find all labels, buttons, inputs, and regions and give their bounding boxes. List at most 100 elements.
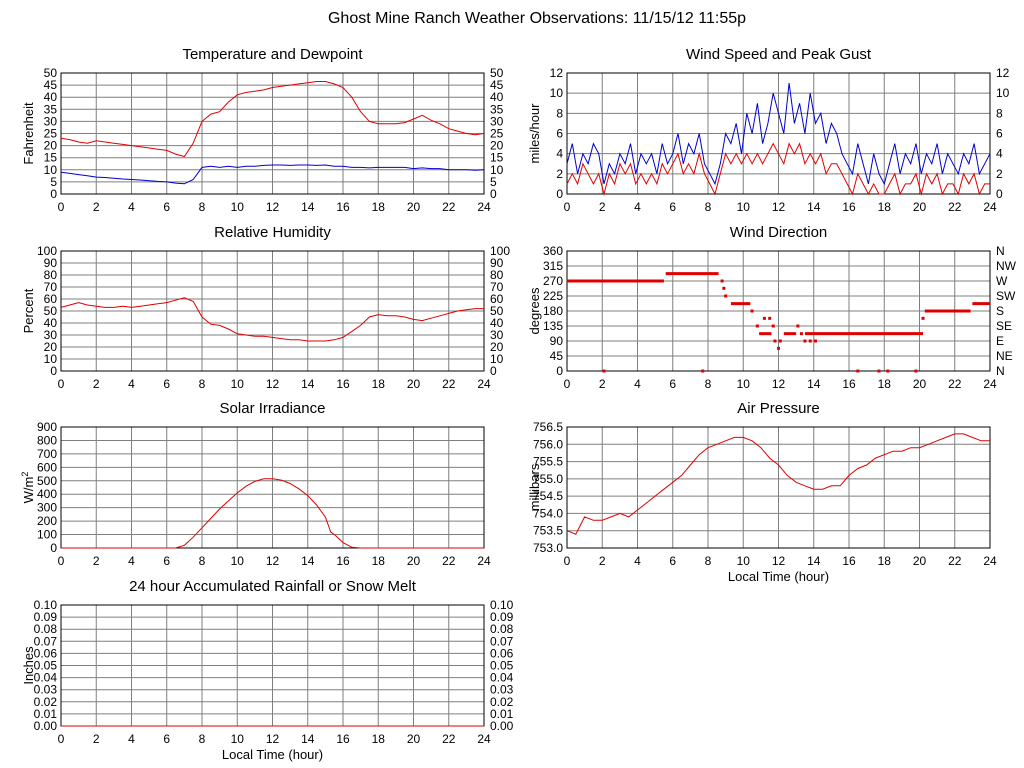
humidity-ytick: 20 bbox=[44, 340, 58, 354]
wind-direction-point bbox=[914, 369, 918, 373]
temperature-ytick: 50 bbox=[44, 66, 58, 80]
temperature-xtick: 18 bbox=[372, 200, 386, 214]
wind-speed-ytick: 8 bbox=[556, 106, 563, 120]
wind-direction-ytick: 135 bbox=[543, 319, 563, 333]
temperature-series-blue bbox=[60, 164, 485, 185]
pressure-ytick: 754.0 bbox=[533, 506, 563, 520]
rainfall-right-tick: 0.10 bbox=[490, 598, 514, 612]
temperature-ytick: 0 bbox=[50, 187, 57, 201]
rainfall-right-tick: 0.08 bbox=[490, 622, 514, 636]
wind-speed-xtick: 22 bbox=[948, 200, 962, 214]
pressure-ylabel: millibars bbox=[527, 463, 542, 511]
wind-direction-right-tick: W bbox=[996, 274, 1008, 288]
wind-speed-right-tick: 2 bbox=[996, 167, 1003, 181]
humidity-series-red bbox=[60, 297, 484, 342]
rainfall-title: 24 hour Accumulated Rainfall or Snow Mel… bbox=[129, 578, 417, 595]
wind-direction-point bbox=[762, 316, 766, 320]
wind-direction-point bbox=[773, 339, 777, 343]
pressure-ytick: 756.5 bbox=[533, 420, 563, 434]
humidity-ytick: 30 bbox=[44, 328, 58, 342]
wind-direction-xtick: 10 bbox=[737, 377, 751, 391]
humidity-xtick: 0 bbox=[58, 377, 65, 391]
wind-speed-xtick: 0 bbox=[564, 200, 571, 214]
solar-ytick: 200 bbox=[37, 514, 57, 528]
temperature-xtick: 22 bbox=[442, 200, 456, 214]
rainfall-ytick: 0.03 bbox=[34, 683, 58, 697]
wind-speed-ytick: 12 bbox=[550, 66, 564, 80]
humidity-xtick: 16 bbox=[336, 377, 350, 391]
temperature-ytick: 5 bbox=[50, 175, 57, 189]
wind-direction-xtick: 16 bbox=[842, 377, 856, 391]
temperature-series-red bbox=[60, 81, 485, 158]
rainfall-chart: 24 hour Accumulated Rainfall or Snow Mel… bbox=[21, 578, 514, 762]
solar-frame bbox=[60, 426, 485, 549]
humidity-xtick: 12 bbox=[266, 377, 280, 391]
wind-direction-xtick: 8 bbox=[705, 377, 712, 391]
rainfall-right-tick: 0.02 bbox=[490, 695, 514, 709]
humidity-xtick: 20 bbox=[407, 377, 421, 391]
humidity-right-tick: 60 bbox=[490, 292, 504, 306]
temperature-ytick: 35 bbox=[44, 102, 58, 116]
solar-title: Solar Irradiance bbox=[220, 400, 326, 417]
humidity-right-tick: 40 bbox=[490, 316, 504, 330]
wind-speed-ytick: 6 bbox=[556, 127, 563, 141]
temperature-right-tick: 30 bbox=[490, 114, 504, 128]
rainfall-xlabel: Local Time (hour) bbox=[222, 747, 323, 762]
humidity-ytick: 0 bbox=[50, 364, 57, 378]
rainfall-ylabel: Inches bbox=[21, 646, 36, 685]
wind-direction-xtick: 24 bbox=[983, 377, 997, 391]
wind-speed-series-blue bbox=[566, 83, 991, 186]
wind-speed-ytick: 0 bbox=[556, 187, 563, 201]
temperature-right-tick: 15 bbox=[490, 151, 504, 165]
humidity-right-tick: 10 bbox=[490, 352, 504, 366]
rainfall-ytick: 0.07 bbox=[34, 634, 58, 648]
wind-direction-ytick: 360 bbox=[543, 244, 563, 258]
solar-ytick: 900 bbox=[37, 420, 57, 434]
humidity-ytick: 60 bbox=[44, 292, 58, 306]
wind-speed-ylabel: miles/hour bbox=[527, 103, 542, 164]
pressure-xtick: 8 bbox=[705, 554, 712, 568]
wind-speed-xtick: 10 bbox=[737, 200, 751, 214]
temperature-right-tick: 10 bbox=[490, 163, 504, 177]
temperature-xtick: 24 bbox=[477, 200, 491, 214]
pressure-xtick: 16 bbox=[842, 554, 856, 568]
solar-ylabel: W/m2 bbox=[20, 472, 36, 504]
wind-direction-ytick: 180 bbox=[543, 304, 563, 318]
rainfall-xtick: 12 bbox=[266, 732, 280, 746]
temperature-xtick: 10 bbox=[231, 200, 245, 214]
wind-direction-point bbox=[750, 309, 754, 313]
temperature-right-tick: 0 bbox=[490, 187, 497, 201]
temperature-right-tick: 35 bbox=[490, 102, 504, 116]
pressure-ytick: 753.0 bbox=[533, 541, 563, 555]
wind-direction-point bbox=[722, 286, 726, 290]
pressure-xtick: 14 bbox=[807, 554, 821, 568]
solar-xtick: 10 bbox=[231, 554, 245, 568]
pressure-xtick: 0 bbox=[564, 554, 571, 568]
wind-direction-xtick: 0 bbox=[564, 377, 571, 391]
wind-direction-point bbox=[799, 332, 803, 336]
rainfall-ytick: 0.10 bbox=[34, 598, 58, 612]
humidity-right-tick: 0 bbox=[490, 364, 497, 378]
wind-direction-xtick: 2 bbox=[599, 377, 606, 391]
humidity-right-tick: 70 bbox=[490, 280, 504, 294]
pressure-xlabel: Local Time (hour) bbox=[728, 569, 829, 584]
wind-direction-point bbox=[803, 339, 807, 343]
wind-direction-ytick: 225 bbox=[543, 289, 563, 303]
solar-xtick: 20 bbox=[407, 554, 421, 568]
wind-direction-point bbox=[778, 339, 782, 343]
humidity-ytick: 90 bbox=[44, 256, 58, 270]
wind-direction-ytick: 270 bbox=[543, 274, 563, 288]
humidity-ytick: 10 bbox=[44, 352, 58, 366]
humidity-xtick: 6 bbox=[163, 377, 170, 391]
wind-direction-xtick: 18 bbox=[878, 377, 892, 391]
humidity-xtick: 10 bbox=[231, 377, 245, 391]
rainfall-xtick: 20 bbox=[407, 732, 421, 746]
solar-xtick: 18 bbox=[372, 554, 386, 568]
wind-speed-xtick: 12 bbox=[772, 200, 786, 214]
wind-speed-xtick: 18 bbox=[878, 200, 892, 214]
wind-speed-right-tick: 12 bbox=[996, 66, 1010, 80]
rainfall-right-tick: 0.07 bbox=[490, 634, 514, 648]
